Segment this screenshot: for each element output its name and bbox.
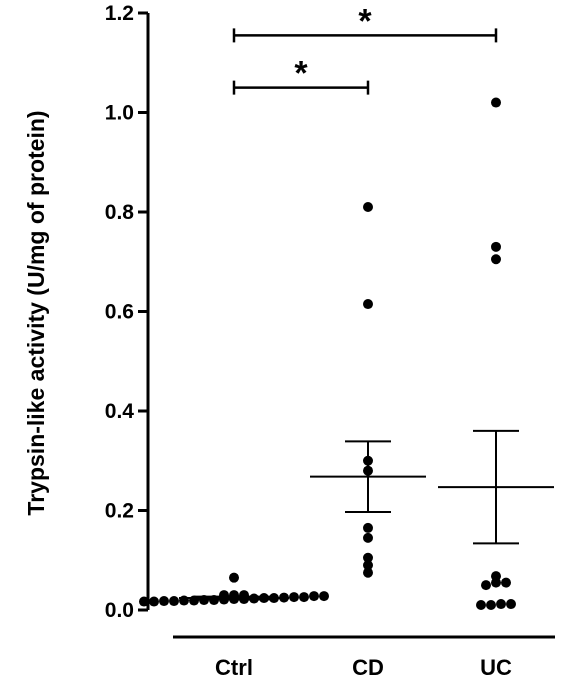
x-axis: Ctrl CD UC [173, 635, 555, 680]
data-point [363, 567, 373, 578]
data-point [319, 591, 329, 602]
data-point [189, 595, 199, 606]
data-point [229, 572, 239, 583]
data-point [299, 592, 309, 603]
data-point [169, 596, 179, 607]
data-point [363, 455, 373, 466]
y-tick-label: 0.6 [105, 301, 134, 324]
data-point [249, 593, 259, 604]
data-point [179, 595, 189, 606]
data-point [363, 465, 373, 476]
data-point [309, 591, 319, 602]
data-point [149, 596, 159, 607]
y-axis: 0.0 0.2 0.4 0.6 0.8 1.0 1.2 [105, 2, 150, 622]
data-point [259, 593, 269, 604]
data-point [491, 571, 501, 582]
significance-star: * [358, 2, 372, 40]
data-point [363, 299, 373, 310]
data-point [269, 593, 279, 604]
data-point [506, 599, 516, 610]
data-point [476, 600, 486, 611]
data-point [363, 522, 373, 533]
significance-brackets: ** [232, 2, 498, 95]
x-category-label: Ctrl [215, 655, 253, 680]
data-point [209, 595, 219, 606]
data-point [501, 577, 511, 588]
data-point [219, 590, 229, 601]
data-point [491, 241, 501, 252]
y-tick-label: 0.8 [105, 201, 135, 224]
y-tick-label: 0.0 [105, 599, 134, 622]
data-points [139, 97, 516, 611]
data-point [229, 590, 239, 601]
data-point [159, 596, 169, 607]
data-point [199, 595, 209, 606]
data-point [481, 580, 491, 591]
data-point [496, 599, 506, 610]
x-category-label: CD [352, 655, 384, 680]
y-tick-label: 0.4 [105, 400, 135, 423]
data-point [139, 596, 149, 607]
data-point [363, 532, 373, 543]
data-point [363, 552, 373, 563]
x-category-label: UC [480, 655, 512, 680]
data-point [289, 592, 299, 603]
significance-star: * [294, 55, 308, 93]
data-point [491, 254, 501, 265]
data-point [363, 560, 373, 571]
y-tick-label: 0.2 [105, 500, 134, 523]
data-point [491, 97, 501, 108]
y-axis-label: Trypsin-like activity (U/mg of protein) [23, 110, 49, 515]
data-point [486, 600, 496, 611]
data-point [279, 592, 289, 603]
data-point [363, 202, 373, 213]
data-point [239, 590, 249, 601]
y-tick-label: 1.2 [105, 2, 134, 25]
y-tick-label: 1.0 [105, 102, 134, 125]
